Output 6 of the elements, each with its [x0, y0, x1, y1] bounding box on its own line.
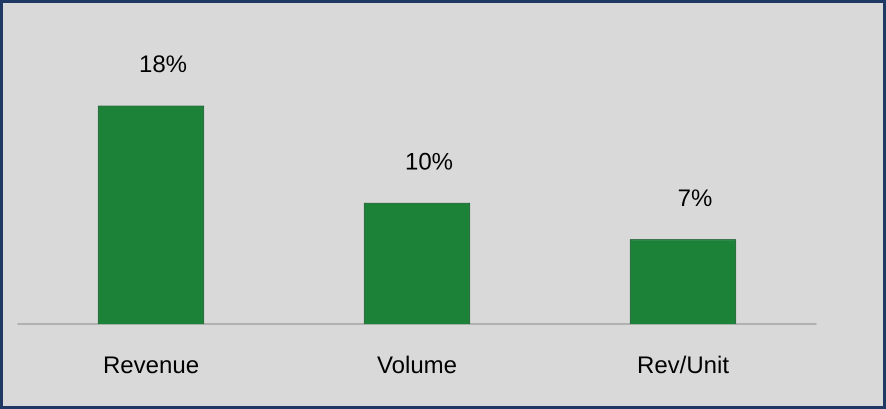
data-label: 18%: [138, 51, 188, 78]
x-tick-label: Volume: [376, 352, 458, 380]
x-tick-label: Revenue: [102, 352, 200, 380]
data-label: 7%: [678, 184, 712, 212]
data-label: 10%: [404, 148, 454, 176]
x-tick-label: Rev/Unit: [636, 352, 730, 380]
